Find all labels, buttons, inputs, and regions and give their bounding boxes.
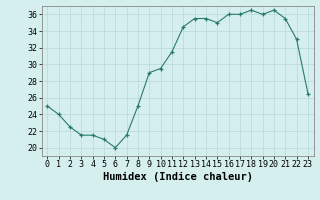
X-axis label: Humidex (Indice chaleur): Humidex (Indice chaleur): [103, 172, 252, 182]
